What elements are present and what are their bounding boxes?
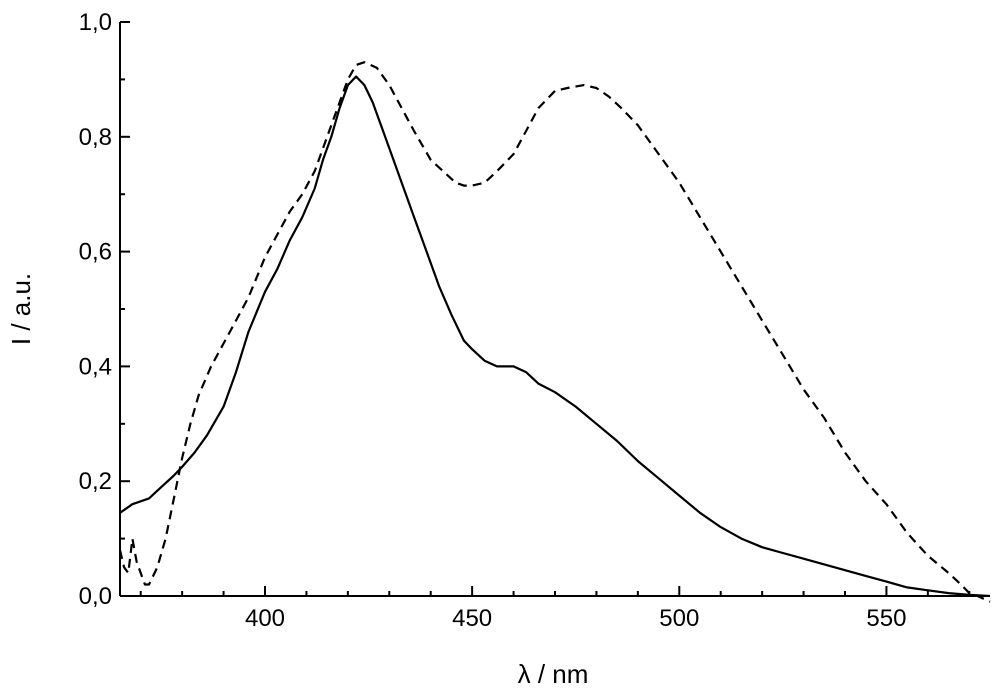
y-tick-label: 0,0 bbox=[79, 583, 112, 610]
solid-series-line bbox=[119, 75, 991, 598]
y-tick-label: 0,2 bbox=[79, 468, 112, 495]
x-tick-label: 550 bbox=[866, 605, 906, 632]
x-tick-label: 450 bbox=[452, 605, 492, 632]
y-tick-label: 1,0 bbox=[79, 9, 112, 36]
y-tick-label: 0,4 bbox=[79, 353, 112, 380]
y-tick-label: 0,6 bbox=[79, 239, 112, 266]
x-tick-label: 500 bbox=[659, 605, 699, 632]
y-axis-title: I / a.u. bbox=[6, 273, 36, 345]
dashed-series-line bbox=[118, 61, 991, 603]
plot-area: 400 450 500 550 0,0 0,2 0,4 0,6 0,8 1,0 bbox=[79, 9, 991, 632]
x-tick-label: 400 bbox=[245, 605, 285, 632]
x-axis-title: λ / nm bbox=[518, 659, 589, 689]
y-tick-label: 0,8 bbox=[79, 124, 112, 151]
